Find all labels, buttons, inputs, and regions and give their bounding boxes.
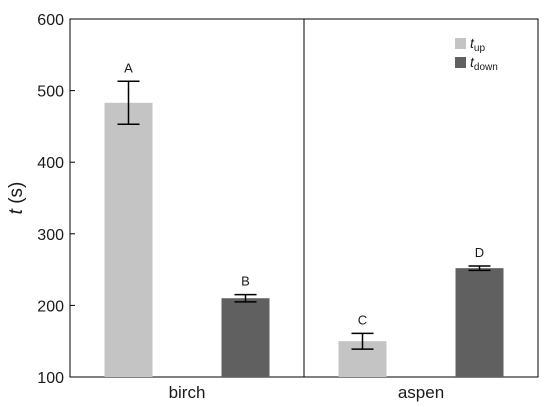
y-tick-label: 600 <box>37 12 64 29</box>
significance-letter: C <box>358 312 367 327</box>
legend-label-up: tup <box>470 35 485 54</box>
y-tick-label: 200 <box>37 298 64 315</box>
legend: tup tdown <box>455 35 498 73</box>
y-tick-label: 300 <box>37 227 64 244</box>
y-axis-title-unit: (s) <box>6 182 27 204</box>
y-tick-label: 100 <box>37 370 64 387</box>
legend-swatch-up <box>455 38 466 49</box>
significance-letter: D <box>475 245 484 260</box>
legend-label-down-sub: down <box>474 62 498 73</box>
y-tick-label: 400 <box>37 155 64 172</box>
y-axis-title: t (s) <box>6 182 27 215</box>
y-axis-title-var: t <box>6 208 27 214</box>
x-category-label: aspen <box>398 383 444 402</box>
legend-label-up-main: t <box>470 35 475 51</box>
legend-swatch-down <box>455 57 466 68</box>
legend-label-down: tdown <box>470 54 498 73</box>
bar-aspen-down <box>455 268 504 377</box>
significance-letter: A <box>124 60 133 75</box>
x-axis: birch aspen <box>169 383 445 402</box>
x-category-label: birch <box>169 383 206 402</box>
bar-birch-down <box>221 298 270 377</box>
y-tick-label: 500 <box>37 84 64 101</box>
bars-group: A B C D <box>104 60 504 377</box>
legend-label-up-sub: up <box>474 43 486 54</box>
bar-birch-up <box>104 102 153 377</box>
y-axis: 100 200 300 400 500 600 <box>37 12 75 387</box>
legend-label-down-main: t <box>470 54 475 70</box>
significance-letter: B <box>241 274 250 289</box>
